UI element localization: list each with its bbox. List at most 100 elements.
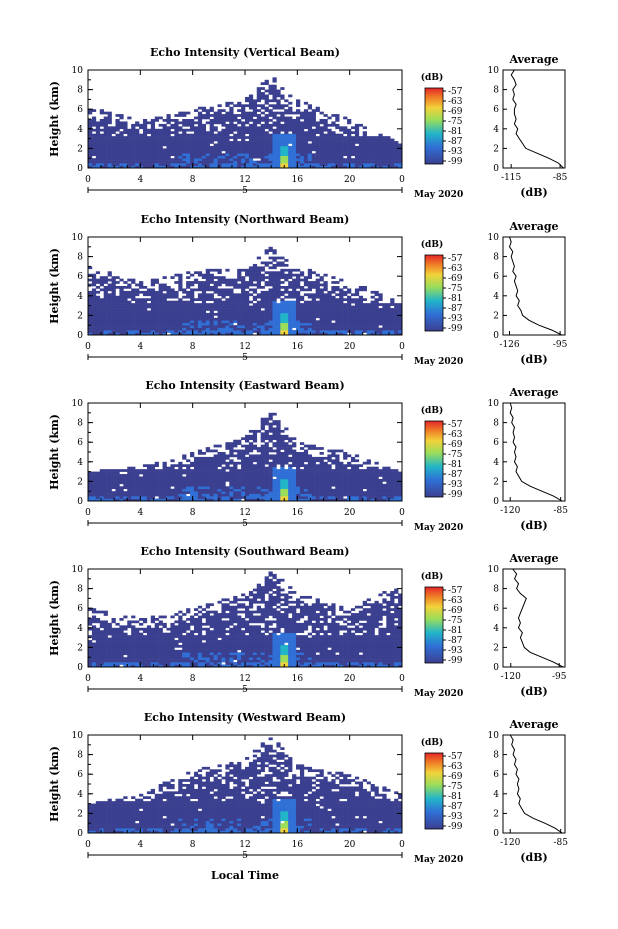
heatmap-cell — [319, 165, 324, 169]
heatmap-cell — [174, 158, 179, 161]
heatmap-cell — [386, 483, 391, 487]
heatmap-cell — [95, 322, 101, 326]
heatmap-cell — [237, 153, 242, 157]
heatmap-cell — [378, 310, 383, 314]
heatmap-cell — [292, 283, 297, 287]
heatmap-cell — [162, 123, 167, 127]
heatmap-cell — [299, 141, 305, 144]
heatmap-cell — [354, 325, 360, 328]
heatmap-cell — [311, 300, 316, 304]
heatmap-cell — [386, 474, 391, 477]
heatmap-cell — [127, 322, 132, 326]
heatmap-cell — [307, 111, 313, 115]
heatmap-cell — [374, 150, 379, 154]
heatmap-cell — [276, 488, 281, 492]
heatmap-cell — [182, 158, 187, 161]
heatmap-cell — [327, 310, 332, 314]
y-axis-label: Height (km) — [48, 414, 61, 490]
heatmap-cell — [260, 82, 265, 85]
heatmap-cell — [190, 155, 195, 159]
heatmap-cell — [331, 281, 336, 284]
heatmap-cell — [252, 496, 258, 499]
avg-x-tick-label: -126 — [499, 340, 519, 350]
heatmap-cell — [272, 104, 277, 108]
heatmap-cell — [374, 298, 379, 301]
heatmap-cell — [323, 327, 328, 331]
heatmap-cell — [241, 116, 246, 120]
heatmap-cell — [201, 143, 207, 147]
heatmap-cell — [374, 315, 379, 319]
heatmap-cell — [158, 145, 163, 149]
heatmap-cell — [339, 320, 344, 324]
heatmap-cell — [245, 476, 250, 480]
heatmap-cell — [272, 420, 277, 423]
heatmap-cell — [276, 143, 281, 147]
heatmap-cell — [213, 459, 218, 463]
heatmap-cell — [268, 300, 273, 304]
heatmap-cell — [166, 496, 171, 499]
heatmap-cell — [292, 158, 297, 161]
heatmap-cell — [331, 136, 336, 139]
heatmap-cell — [221, 138, 226, 142]
heatmap-cell — [260, 150, 265, 154]
heatmap-cell — [276, 422, 281, 426]
heatmap-cell — [182, 471, 187, 475]
heatmap-cell — [374, 325, 379, 328]
heatmap-cell — [111, 320, 116, 324]
heatmap-cell — [91, 496, 97, 499]
heatmap-cell — [213, 496, 218, 499]
heatmap-cell — [252, 444, 258, 448]
heatmap-cell — [174, 141, 179, 144]
heatmap-cell — [347, 483, 352, 487]
heatmap-cell — [139, 123, 144, 127]
heatmap-cell — [225, 454, 230, 458]
heatmap-cell — [327, 320, 332, 324]
heatmap-cell — [343, 303, 348, 306]
heatmap-cell — [366, 312, 371, 316]
heatmap-cell — [197, 310, 203, 314]
heatmap-cell — [299, 317, 305, 321]
heatmap-cell — [131, 141, 136, 144]
heatmap-cell — [193, 165, 199, 169]
heatmap-cell — [103, 119, 108, 122]
heatmap-cell — [221, 119, 226, 122]
average-frame — [502, 236, 566, 336]
heatmap-cell — [166, 153, 171, 157]
heatmap-cell — [233, 332, 238, 336]
heatmap-cell — [139, 138, 144, 142]
heatmap-cell — [260, 322, 265, 326]
heatmap-cell — [162, 128, 167, 132]
heatmap-cell — [150, 315, 156, 319]
heatmap-cell — [135, 128, 140, 132]
heatmap-cell — [201, 276, 207, 279]
heatmap-cell — [241, 153, 246, 157]
heatmap-cell — [288, 330, 293, 333]
heatmap-cell — [268, 273, 273, 277]
heatmap-cell — [135, 474, 140, 477]
heatmap-cell — [115, 298, 120, 301]
heatmap-cell — [307, 305, 313, 309]
heatmap-cell — [323, 288, 328, 292]
heatmap-cell — [186, 496, 191, 499]
heatmap-cell — [186, 141, 191, 144]
heatmap-cell — [190, 496, 195, 499]
heatmap-cell — [252, 114, 258, 117]
heatmap-cell — [303, 136, 309, 139]
heatmap-cell — [252, 163, 258, 166]
heatmap-cell — [245, 466, 250, 470]
heatmap-cell — [217, 145, 222, 149]
heatmap-cell — [323, 153, 328, 157]
heatmap-cell — [398, 474, 403, 477]
heatmap-cell — [299, 452, 305, 455]
heatmap-cell — [276, 449, 281, 453]
heatmap-cell — [91, 160, 97, 164]
heatmap-cell — [339, 288, 344, 292]
heatmap-cell — [205, 145, 210, 149]
heatmap-cell — [268, 290, 273, 294]
heatmap-cell — [331, 155, 336, 159]
heatmap-cell — [150, 300, 156, 304]
heatmap-cell — [248, 310, 254, 314]
heatmap-cell — [91, 150, 97, 154]
heatmap-cell — [248, 330, 254, 333]
